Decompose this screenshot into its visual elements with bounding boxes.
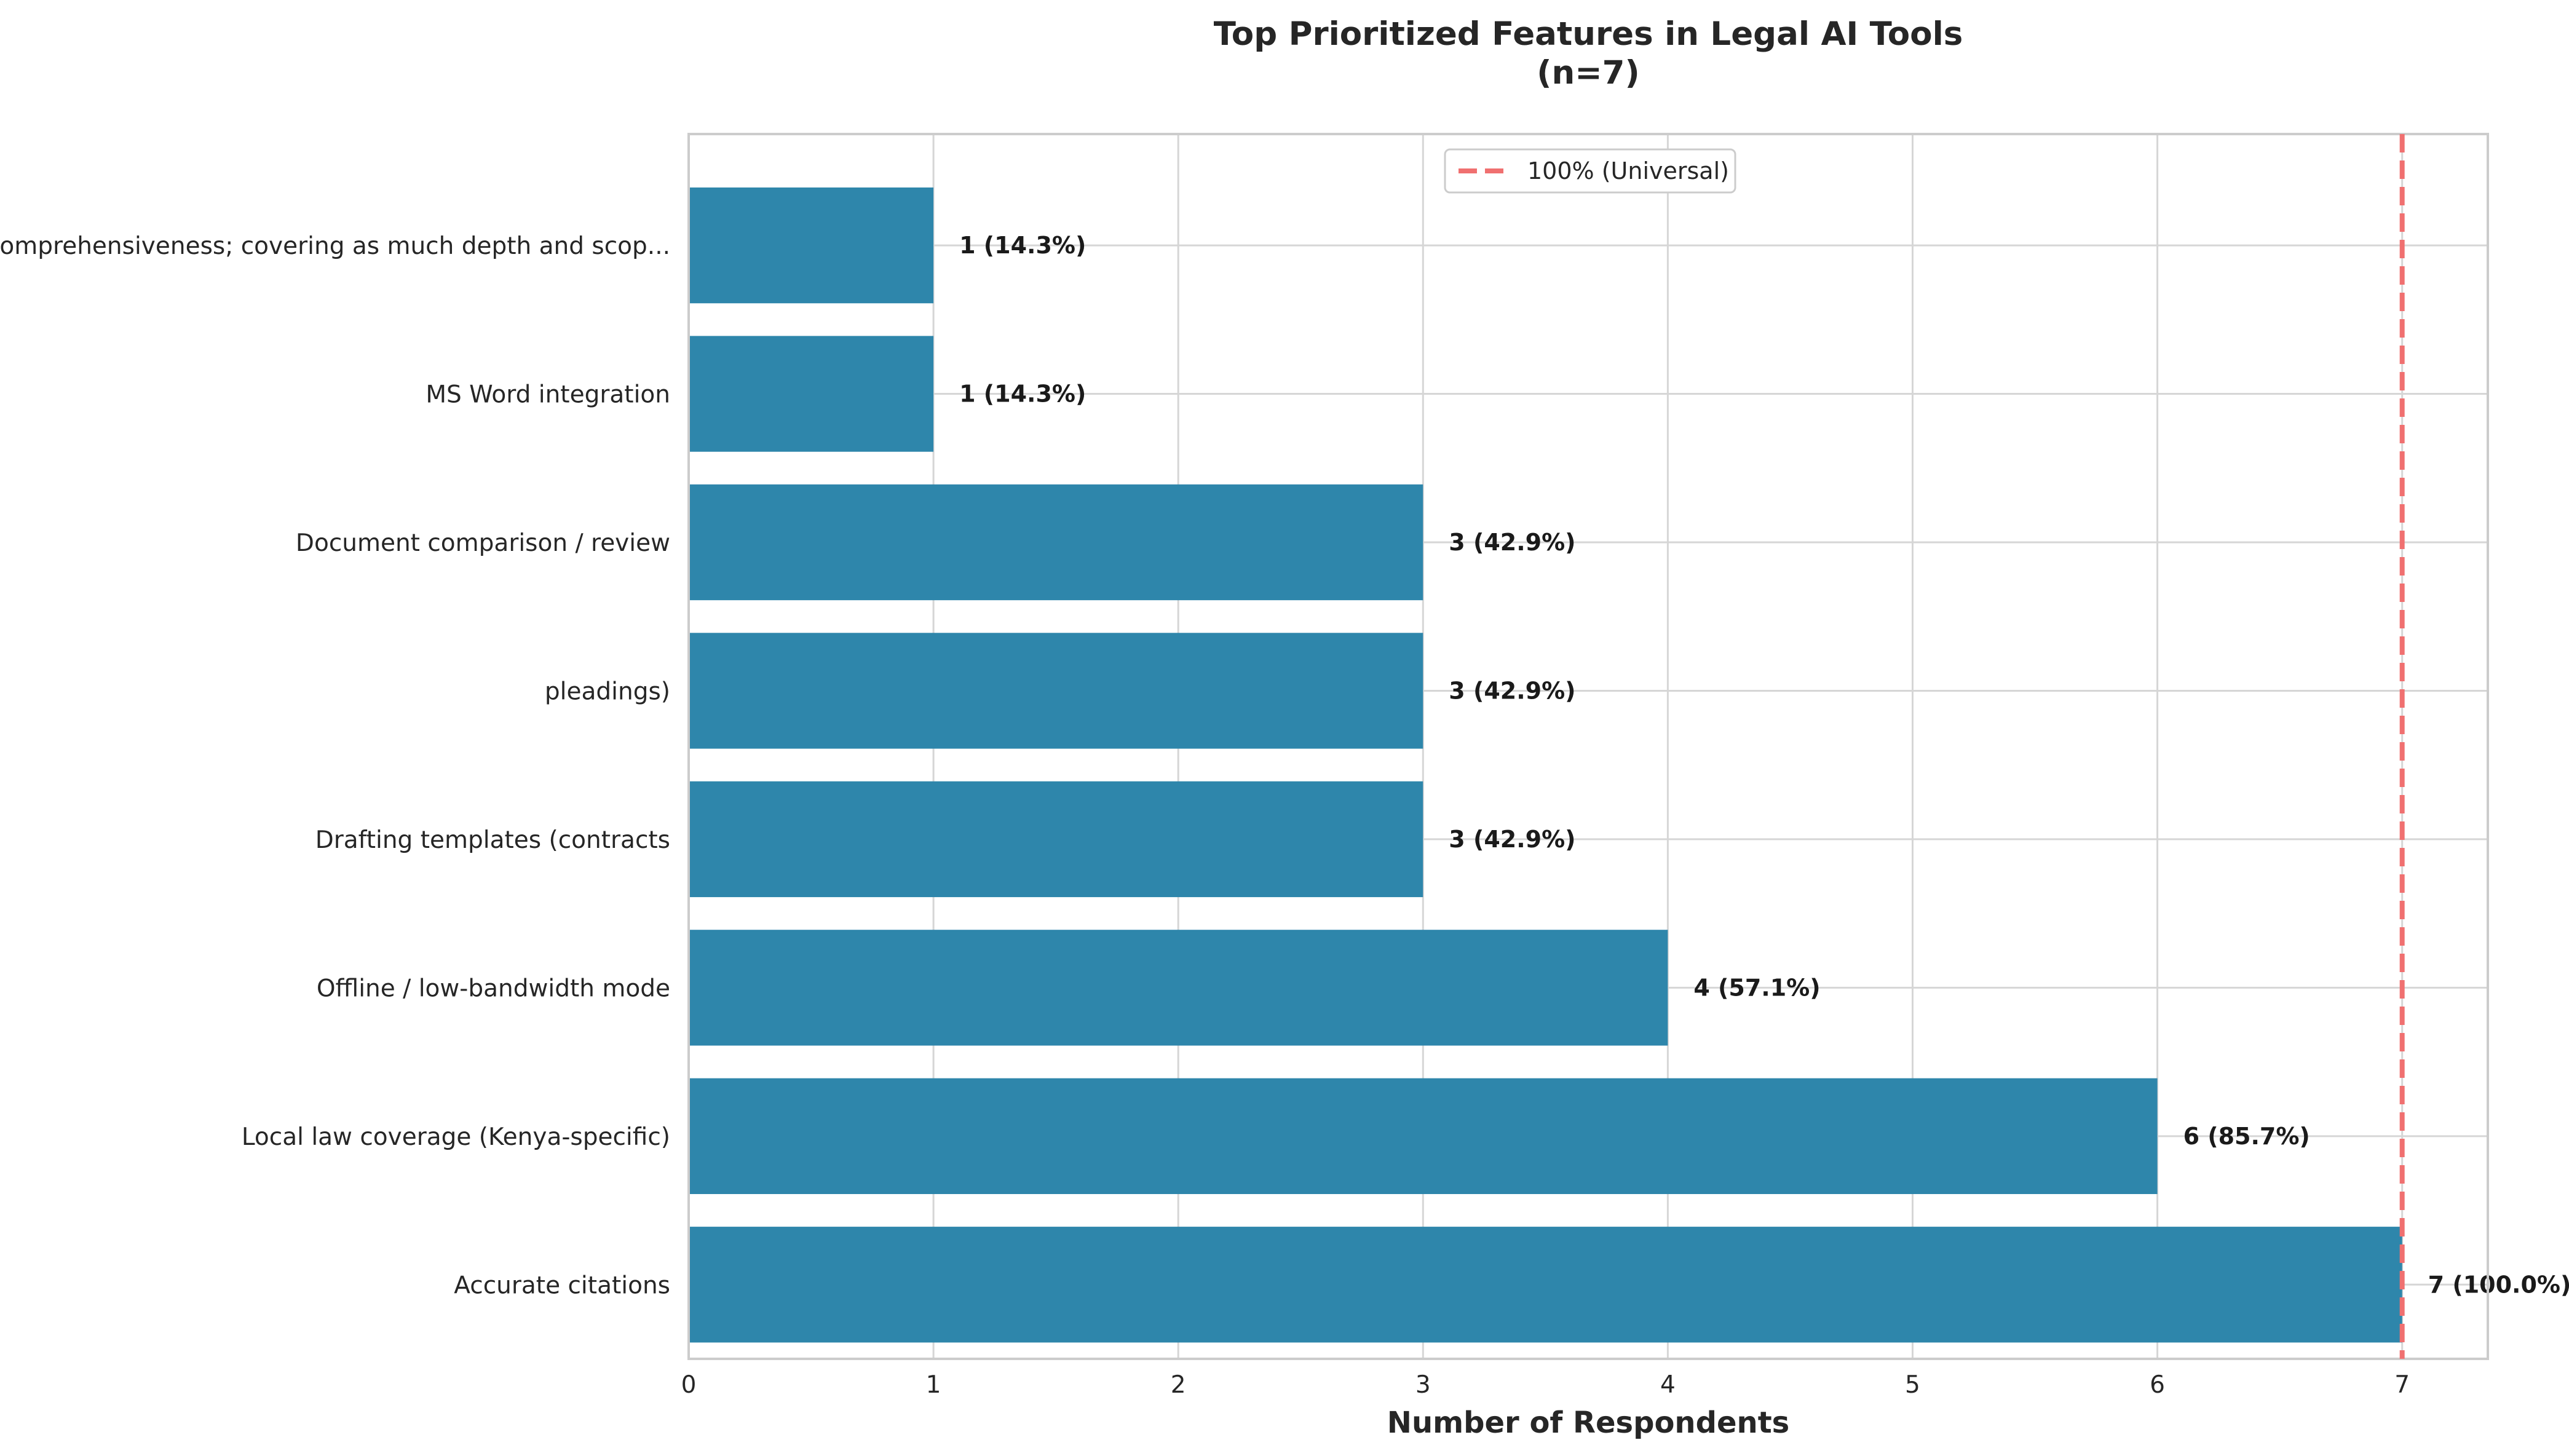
x-tick-label: 2 — [1171, 1371, 1186, 1399]
y-tick-label: MS Word integration — [426, 381, 670, 409]
y-tick-label: Drafting templates (contracts — [315, 826, 670, 854]
x-tick-label: 4 — [1660, 1371, 1676, 1399]
y-tick-label: Local law coverage (Kenya-specific) — [242, 1123, 670, 1151]
bar-value-label: 1 (14.3%) — [959, 232, 1086, 259]
bar — [689, 336, 934, 452]
y-tick-label: Document comparison / review — [296, 529, 670, 557]
x-tick-label: 5 — [1905, 1371, 1920, 1399]
x-tick-label: 3 — [1415, 1371, 1431, 1399]
x-axis-label: Number of Respondents — [1387, 1406, 1789, 1440]
bar-value-label: 3 (42.9%) — [1449, 826, 1575, 853]
y-tick-label: Comprehensiveness; covering as much dept… — [0, 232, 670, 260]
bar — [689, 1227, 2402, 1343]
plot-area: 0 1 2 3 4 5 6 7 Comprehensiveness; covering as m… — [0, 133, 2569, 1399]
x-tick-label: 1 — [926, 1371, 941, 1399]
bar-value-label: 7 (100.0%) — [2428, 1271, 2569, 1298]
bar — [689, 187, 934, 304]
y-tick-label: pleadings) — [545, 678, 670, 705]
bar-value-label: 3 (42.9%) — [1449, 677, 1575, 704]
bar-value-label: 3 (42.9%) — [1449, 529, 1575, 556]
x-tick-label: 0 — [681, 1371, 697, 1399]
bar — [689, 1078, 2158, 1194]
y-tick-label: Offline / low-bandwidth mode — [317, 975, 670, 1002]
chart-title: Top Prioritized Features in Legal AI Too… — [1214, 15, 1963, 53]
bar — [689, 781, 1423, 898]
legend-box — [1444, 148, 1736, 194]
bar-value-label: 4 (57.1%) — [1693, 974, 1820, 1001]
plot-border — [687, 133, 2489, 1360]
bar — [689, 930, 1668, 1046]
chart-subtitle: (n=7) — [1537, 54, 1639, 92]
y-tick-label: Accurate citations — [454, 1272, 670, 1299]
legend-label: 100% (Universal) — [1527, 157, 1729, 184]
x-tick-label: 7 — [2394, 1371, 2410, 1399]
bar — [689, 633, 1423, 749]
bar-value-label: 1 (14.3%) — [959, 381, 1086, 408]
bar-value-label: 6 (85.7%) — [2183, 1123, 2310, 1150]
bar — [689, 484, 1423, 601]
x-tick-label: 6 — [2150, 1371, 2165, 1399]
